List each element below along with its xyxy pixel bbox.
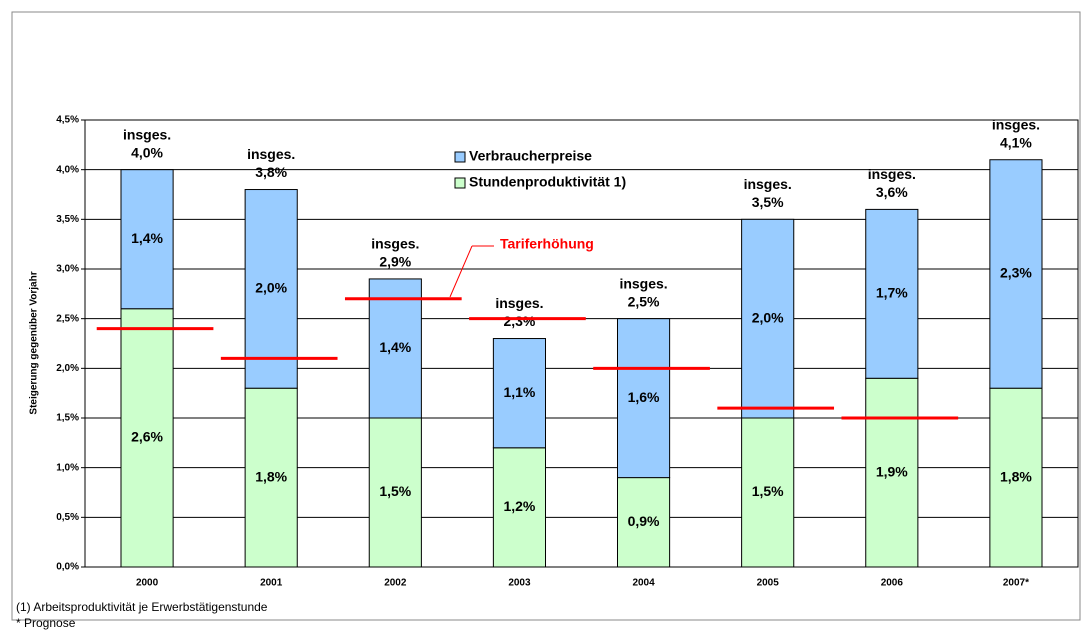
- total-prefix: insges.: [371, 236, 419, 252]
- bar-segment: [492, 338, 547, 449]
- bar-segment: [616, 318, 671, 479]
- footnote: (1) Arbeitsproduktivität je Erwerbstätig…: [16, 600, 268, 614]
- value-label: 2,0%: [255, 280, 287, 296]
- x-tick-label: 2005: [757, 578, 780, 589]
- annotation: Tariferhöhung: [500, 236, 594, 252]
- total-prefix: insges.: [247, 146, 295, 162]
- x-tick-label: 2002: [384, 578, 407, 589]
- legend-label: Verbraucherpreise: [469, 148, 592, 164]
- y-tick-label: 4,5%: [56, 115, 79, 126]
- total-label: 4,0%: [131, 144, 163, 160]
- value-label: 1,8%: [1000, 468, 1032, 484]
- bar-segment: [865, 208, 919, 379]
- value-label: 1,7%: [876, 285, 908, 301]
- x-tick-label: 2004: [632, 578, 655, 589]
- bar-segment: [492, 447, 547, 568]
- total-prefix: insges.: [992, 116, 1040, 132]
- total-prefix: insges.: [495, 295, 543, 311]
- value-label: 1,9%: [876, 463, 908, 479]
- bar-segment: [244, 189, 298, 389]
- plot-area: [84, 119, 1079, 568]
- x-tick-label: 2000: [136, 578, 159, 589]
- value-label: 1,4%: [131, 230, 163, 246]
- total-label: 4,1%: [1000, 134, 1032, 150]
- total-label: 2,9%: [379, 254, 411, 270]
- footnote: * Prognose: [16, 616, 76, 630]
- value-label: 0,9%: [628, 513, 660, 529]
- value-label: 1,5%: [752, 483, 784, 499]
- y-tick-label: 3,0%: [56, 264, 79, 275]
- y-tick-label: 2,0%: [56, 363, 79, 374]
- y-tick-label: 1,0%: [56, 462, 79, 473]
- bar-segment: [120, 169, 174, 310]
- value-label: 1,2%: [503, 498, 535, 514]
- value-label: 2,6%: [131, 429, 163, 445]
- legend-swatch: [454, 151, 466, 163]
- x-tick-label: 2007*: [1003, 578, 1029, 589]
- bar-segment: [120, 308, 174, 568]
- total-label: 3,5%: [752, 194, 784, 210]
- total-prefix: insges.: [619, 275, 667, 291]
- y-tick-label: 0,0%: [56, 562, 79, 573]
- total-prefix: insges.: [868, 166, 916, 182]
- value-label: 1,1%: [503, 384, 535, 400]
- y-tick-label: 1,5%: [56, 413, 79, 424]
- legend-swatch: [454, 177, 466, 189]
- total-prefix: insges.: [123, 126, 171, 142]
- value-label: 1,6%: [628, 389, 660, 405]
- bar-segment: [244, 387, 298, 568]
- value-label: 2,0%: [752, 309, 784, 325]
- x-tick-label: 2003: [508, 578, 531, 589]
- total-prefix: insges.: [744, 176, 792, 192]
- value-label: 1,4%: [379, 339, 411, 355]
- bar-segment: [741, 417, 795, 568]
- total-label: 2,3%: [503, 313, 535, 329]
- y-tick-label: 4,0%: [56, 164, 79, 175]
- x-tick-label: 2001: [260, 578, 283, 589]
- legend-label: Stundenproduktivität 1): [469, 174, 626, 190]
- y-tick-label: 2,5%: [56, 313, 79, 324]
- value-label: 1,5%: [379, 483, 411, 499]
- total-label: 2,5%: [628, 293, 660, 309]
- bar-segment: [368, 278, 422, 419]
- y-tick-label: 0,5%: [56, 512, 79, 523]
- bar-segment: [989, 387, 1043, 568]
- total-label: 3,8%: [255, 164, 287, 180]
- total-label: 3,6%: [876, 184, 908, 200]
- bar-segment: [989, 159, 1043, 389]
- bar-segment: [741, 218, 795, 419]
- y-axis-label: Steigerung gegenüber Vorjahr: [29, 271, 40, 414]
- y-tick-label: 3,5%: [56, 214, 79, 225]
- value-label: 1,8%: [255, 468, 287, 484]
- value-label: 2,3%: [1000, 265, 1032, 281]
- x-tick-label: 2006: [881, 578, 904, 589]
- annotation-leader: [449, 245, 473, 298]
- bar-segment: [368, 417, 422, 568]
